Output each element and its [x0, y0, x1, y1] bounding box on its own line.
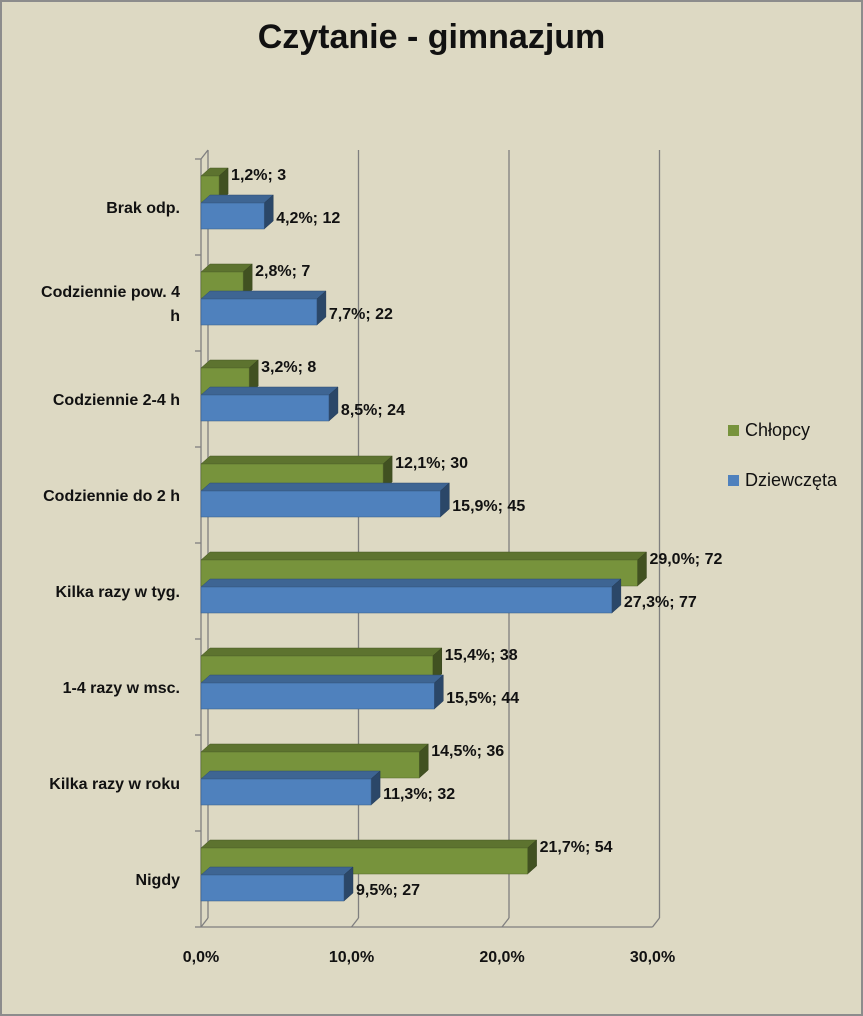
- category-label: Codziennie do 2 h: [43, 488, 180, 505]
- category-label: Codziennie pow. 4: [41, 284, 180, 301]
- bar-top-dziewczeta: [200, 770, 381, 780]
- legend-label-dziewczeta: Dziewczęta: [745, 469, 838, 490]
- legend: Chłopcy Dziewczęta: [728, 418, 837, 518]
- bar-top-dziewczeta: [200, 290, 327, 300]
- data-label-chlopcy: 14,5%; 36: [431, 743, 504, 760]
- legend-swatch-dziewczeta: [728, 474, 739, 486]
- data-label-dziewczeta: 11,3%; 32: [383, 786, 455, 803]
- bar-top-chlopcy: [200, 647, 443, 657]
- data-label-dziewczeta: 9,5%; 27: [356, 882, 420, 899]
- category-label: Codziennie 2-4 h: [53, 392, 180, 409]
- y-axis-depth-line: [200, 149, 209, 160]
- data-label-dziewczeta: 8,5%; 24: [341, 402, 405, 419]
- bar-dziewczeta: [200, 202, 265, 230]
- bar-dziewczeta: [200, 490, 441, 518]
- data-label-chlopcy: 12,1%; 30: [395, 455, 468, 472]
- chart-title: Czytanie - gimnazjum: [257, 18, 606, 56]
- category-label: Kilka razy w tyg.: [56, 584, 181, 601]
- x-tick-label: 20,0%: [479, 949, 524, 966]
- bar-dziewczeta: [200, 586, 613, 614]
- grid-depth-line: [501, 917, 510, 928]
- data-label-chlopcy: 21,7%; 54: [540, 839, 613, 856]
- category-label: Kilka razy w roku: [49, 776, 180, 793]
- bar-top-chlopcy: [200, 743, 429, 753]
- bar-dziewczeta: [200, 778, 372, 806]
- data-label-dziewczeta: 15,5%; 44: [446, 690, 519, 707]
- bar-top-dziewczeta: [200, 866, 354, 876]
- grid-depth-line: [350, 917, 360, 928]
- x-tick-label: 30,0%: [630, 949, 675, 966]
- category-label: h: [170, 308, 180, 325]
- bar-top-chlopcy: [200, 839, 538, 849]
- bar-top-dziewczeta: [200, 578, 622, 588]
- category-label: 1-4 razy w msc.: [63, 680, 180, 697]
- data-label-chlopcy: 29,0%; 72: [649, 551, 722, 568]
- bar-dziewczeta: [200, 682, 435, 710]
- bar-top-chlopcy: [200, 455, 393, 465]
- data-label-chlopcy: 1,2%; 3: [231, 167, 286, 184]
- bar-top-dziewczeta: [200, 482, 450, 492]
- bar-top-dziewczeta: [200, 194, 274, 204]
- data-label-chlopcy: 15,4%; 38: [445, 647, 518, 664]
- data-label-dziewczeta: 27,3%; 77: [624, 594, 697, 611]
- legend-label-chlopcy: Chłopcy: [745, 419, 811, 440]
- bar-dziewczeta: [200, 298, 318, 326]
- bar-top-dziewczeta: [200, 674, 444, 684]
- category-label: Brak odp.: [106, 200, 180, 217]
- bar-top-chlopcy: [200, 551, 648, 561]
- x-tick-label: 0,0%: [183, 949, 219, 966]
- grid-depth-line: [200, 917, 209, 928]
- bar-top-dziewczeta: [200, 386, 339, 396]
- data-label-chlopcy: 2,8%; 7: [255, 263, 310, 280]
- legend-swatch-chlopcy: [728, 424, 739, 436]
- data-label-dziewczeta: 4,2%; 12: [276, 210, 340, 227]
- bar-top-chlopcy: [200, 359, 259, 369]
- category-label: Nigdy: [136, 872, 181, 889]
- data-label-chlopcy: 3,2%; 8: [261, 359, 316, 376]
- bar-dziewczeta: [200, 874, 345, 902]
- data-label-dziewczeta: 7,7%; 22: [329, 306, 393, 323]
- bar-dziewczeta: [200, 394, 330, 422]
- legend-item-chlopcy: Chłopcy: [728, 418, 837, 442]
- grid-depth-line: [651, 917, 661, 928]
- legend-item-dziewczeta: Dziewczęta: [728, 468, 837, 492]
- x-tick-label: 10,0%: [329, 949, 374, 966]
- data-label-dziewczeta: 15,9%; 45: [452, 498, 525, 515]
